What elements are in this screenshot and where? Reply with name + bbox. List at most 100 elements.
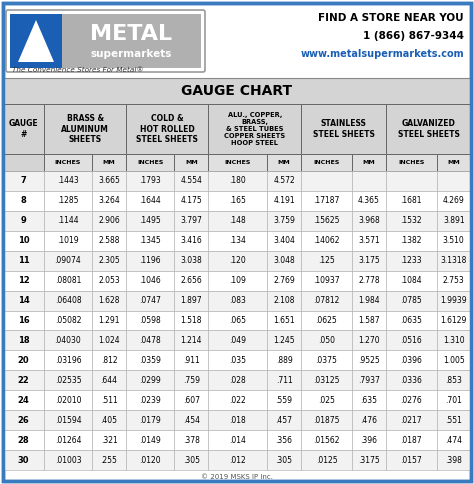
Text: .083: .083	[229, 296, 246, 305]
Text: 1.651: 1.651	[273, 316, 295, 325]
Bar	[352, 271, 386, 290]
Bar	[44, 450, 92, 470]
Bar	[44, 271, 92, 290]
Text: .0747: .0747	[139, 296, 161, 305]
Bar	[301, 370, 352, 390]
Text: www.metalsupermarkets.com: www.metalsupermarkets.com	[301, 49, 464, 59]
Bar	[386, 290, 437, 311]
Bar	[174, 311, 209, 331]
Text: 24: 24	[18, 396, 29, 405]
Text: 3.038: 3.038	[181, 256, 202, 265]
Text: MM: MM	[447, 160, 460, 165]
Text: .1382: .1382	[401, 236, 422, 245]
Text: .03125: .03125	[313, 376, 340, 385]
Bar	[437, 290, 471, 311]
Bar	[386, 191, 437, 211]
Text: .1495: .1495	[139, 216, 161, 226]
Text: .812: .812	[101, 356, 118, 365]
Text: .607: .607	[183, 396, 200, 405]
Text: 2.588: 2.588	[98, 236, 120, 245]
Bar	[209, 251, 267, 271]
Bar	[437, 410, 471, 430]
Bar	[126, 231, 174, 251]
Text: 2.906: 2.906	[98, 216, 120, 226]
Text: .305: .305	[183, 455, 200, 465]
Text: .559: .559	[275, 396, 292, 405]
Bar	[44, 290, 92, 311]
Text: 1.270: 1.270	[358, 336, 380, 345]
Text: .06408: .06408	[55, 296, 81, 305]
Text: 26: 26	[18, 416, 29, 424]
Text: 11: 11	[18, 256, 29, 265]
Bar	[301, 231, 352, 251]
Text: .012: .012	[229, 455, 246, 465]
Bar	[301, 350, 352, 370]
Text: 4.191: 4.191	[273, 197, 295, 205]
Text: 28: 28	[18, 436, 29, 445]
Text: .644: .644	[100, 376, 118, 385]
Text: 1.005: 1.005	[443, 356, 465, 365]
Bar	[126, 290, 174, 311]
Bar	[386, 171, 437, 191]
Text: 3.264: 3.264	[98, 197, 120, 205]
Text: 16: 16	[18, 316, 29, 325]
Text: 1.518: 1.518	[181, 316, 202, 325]
Text: 18: 18	[18, 336, 29, 345]
Bar	[386, 410, 437, 430]
Bar	[126, 251, 174, 271]
Text: INCHES: INCHES	[137, 160, 164, 165]
Text: 30: 30	[18, 455, 29, 465]
Text: .09074: .09074	[55, 256, 82, 265]
Bar	[174, 390, 209, 410]
Text: 3.510: 3.510	[443, 236, 465, 245]
Bar	[126, 331, 174, 350]
Text: 1.587: 1.587	[358, 316, 380, 325]
Text: .01562: .01562	[313, 436, 340, 445]
Bar	[3, 78, 471, 104]
Text: .014: .014	[229, 436, 246, 445]
Text: BRASS &
ALUMINUM
SHEETS: BRASS & ALUMINUM SHEETS	[61, 114, 109, 144]
Bar	[386, 271, 437, 290]
Text: .028: .028	[229, 376, 246, 385]
Bar	[437, 231, 471, 251]
Bar	[92, 390, 126, 410]
Bar	[174, 271, 209, 290]
Text: MM: MM	[278, 160, 291, 165]
Text: .1644: .1644	[139, 197, 161, 205]
Text: 3.175: 3.175	[358, 256, 380, 265]
Text: .1233: .1233	[401, 256, 422, 265]
Bar	[44, 430, 92, 450]
Text: INCHES: INCHES	[55, 160, 81, 165]
Bar	[174, 211, 209, 231]
Text: 1.897: 1.897	[181, 296, 202, 305]
Text: .1144: .1144	[57, 216, 79, 226]
Bar	[44, 104, 126, 154]
Bar	[267, 211, 301, 231]
Bar	[437, 191, 471, 211]
Bar	[92, 290, 126, 311]
Bar	[174, 410, 209, 430]
Text: .398: .398	[446, 455, 462, 465]
Bar	[174, 350, 209, 370]
Bar	[437, 251, 471, 271]
Text: .165: .165	[229, 197, 246, 205]
Bar	[437, 430, 471, 450]
Text: INCHES: INCHES	[313, 160, 340, 165]
Bar	[437, 350, 471, 370]
Text: 20: 20	[18, 356, 29, 365]
Bar	[386, 211, 437, 231]
Text: .454: .454	[183, 416, 200, 424]
Text: .0635: .0635	[401, 316, 422, 325]
Text: .1443: .1443	[57, 177, 79, 185]
Text: .0149: .0149	[139, 436, 161, 445]
Text: .0179: .0179	[139, 416, 161, 424]
Text: .1793: .1793	[139, 177, 161, 185]
Bar	[126, 450, 174, 470]
Bar	[92, 331, 126, 350]
Bar	[209, 331, 267, 350]
Text: The Convenience Stores For Metal®: The Convenience Stores For Metal®	[12, 67, 144, 73]
Text: .0359: .0359	[139, 356, 161, 365]
Bar	[126, 370, 174, 390]
Bar	[301, 191, 352, 211]
Bar	[174, 450, 209, 470]
